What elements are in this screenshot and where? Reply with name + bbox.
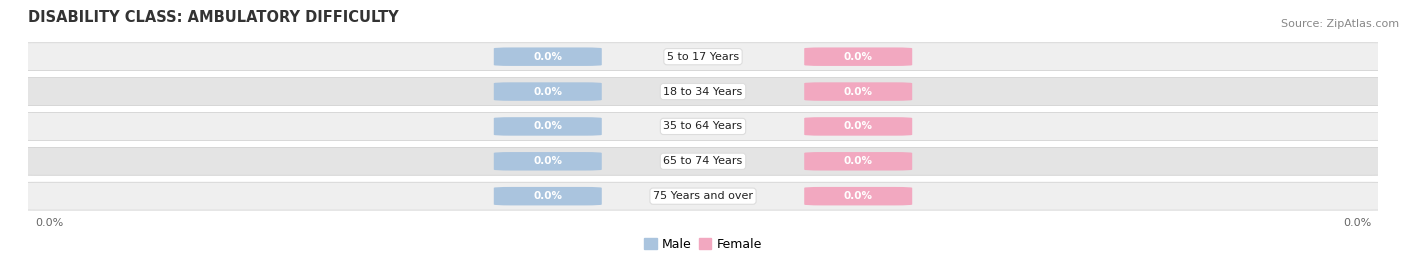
Text: 35 to 64 Years: 35 to 64 Years: [664, 121, 742, 132]
Text: 18 to 34 Years: 18 to 34 Years: [664, 87, 742, 97]
Text: 0.0%: 0.0%: [533, 191, 562, 201]
Text: 75 Years and over: 75 Years and over: [652, 191, 754, 201]
FancyBboxPatch shape: [494, 82, 602, 101]
FancyBboxPatch shape: [804, 152, 912, 171]
Text: 0.0%: 0.0%: [533, 156, 562, 166]
FancyBboxPatch shape: [804, 82, 912, 101]
Text: 0.0%: 0.0%: [844, 156, 873, 166]
Text: 0.0%: 0.0%: [844, 121, 873, 132]
FancyBboxPatch shape: [8, 182, 1398, 210]
Text: 0.0%: 0.0%: [844, 191, 873, 201]
FancyBboxPatch shape: [8, 78, 1398, 105]
Legend: Male, Female: Male, Female: [640, 233, 766, 256]
FancyBboxPatch shape: [8, 43, 1398, 71]
Text: 0.0%: 0.0%: [844, 87, 873, 97]
FancyBboxPatch shape: [494, 47, 602, 66]
FancyBboxPatch shape: [494, 117, 602, 136]
Text: 5 to 17 Years: 5 to 17 Years: [666, 52, 740, 62]
Text: Source: ZipAtlas.com: Source: ZipAtlas.com: [1281, 19, 1399, 29]
Text: 0.0%: 0.0%: [35, 218, 63, 228]
FancyBboxPatch shape: [804, 47, 912, 66]
Text: DISABILITY CLASS: AMBULATORY DIFFICULTY: DISABILITY CLASS: AMBULATORY DIFFICULTY: [28, 10, 399, 25]
FancyBboxPatch shape: [494, 187, 602, 206]
Text: 0.0%: 0.0%: [844, 52, 873, 62]
FancyBboxPatch shape: [494, 152, 602, 171]
Text: 0.0%: 0.0%: [1343, 218, 1371, 228]
FancyBboxPatch shape: [804, 117, 912, 136]
Text: 0.0%: 0.0%: [533, 121, 562, 132]
Text: 0.0%: 0.0%: [533, 52, 562, 62]
FancyBboxPatch shape: [8, 147, 1398, 175]
FancyBboxPatch shape: [8, 112, 1398, 140]
Text: 0.0%: 0.0%: [533, 87, 562, 97]
Text: 65 to 74 Years: 65 to 74 Years: [664, 156, 742, 166]
FancyBboxPatch shape: [804, 187, 912, 206]
